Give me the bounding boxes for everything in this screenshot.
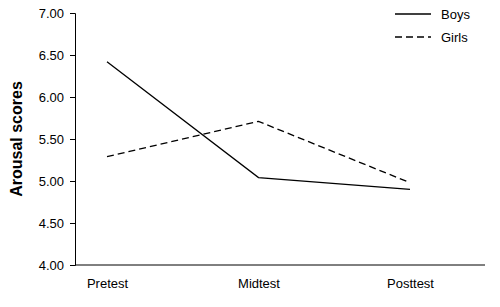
y-tick-mark — [70, 139, 75, 140]
y-tick: 5.50 — [39, 132, 75, 147]
y-tick-mark — [70, 223, 75, 224]
y-axis: 4.00 4.50 5.00 5.50 6.00 6.50 7.00 — [39, 6, 76, 273]
y-tick-mark — [70, 181, 75, 182]
legend-swatch — [395, 13, 431, 14]
x-tick: Pretest — [87, 265, 129, 291]
x-tick: Midtest — [238, 265, 280, 291]
x-tick-label: Pretest — [87, 276, 129, 291]
y-tick: 7.00 — [39, 6, 75, 21]
series-line — [107, 121, 410, 182]
legend-swatch — [395, 36, 431, 37]
x-tick-label: Posttest — [387, 276, 434, 291]
y-tick-label: 5.00 — [39, 174, 64, 189]
y-tick: 5.00 — [39, 174, 75, 189]
y-tick: 6.00 — [39, 90, 75, 105]
x-axis-line — [75, 265, 485, 266]
y-tick-mark — [70, 97, 75, 98]
y-tick-mark — [70, 13, 75, 14]
x-axis: Pretest Midtest Posttest — [87, 265, 434, 291]
y-tick-label: 5.50 — [39, 132, 64, 147]
x-tick-label: Midtest — [238, 276, 280, 291]
plot-area — [107, 62, 410, 190]
y-tick-mark — [70, 265, 75, 266]
y-tick-label: 4.50 — [39, 216, 64, 231]
legend-label: Girls — [441, 30, 468, 45]
y-tick: 4.50 — [39, 216, 75, 231]
legend-label: Boys — [441, 7, 470, 22]
series-line — [107, 62, 410, 190]
y-axis-title: Arousal scores — [8, 81, 25, 197]
chart: 4.00 4.50 5.00 5.50 6.00 6.50 7.00 Pretest Midte… — [0, 0, 500, 307]
y-tick: 6.50 — [39, 48, 75, 63]
y-tick: 4.00 — [39, 258, 75, 273]
y-tick-label: 6.50 — [39, 48, 64, 63]
legend: Boys Girls — [395, 7, 470, 45]
y-tick-label: 4.00 — [39, 258, 64, 273]
y-tick-label: 6.00 — [39, 90, 64, 105]
y-tick-label: 7.00 — [39, 6, 64, 21]
y-axis-line — [70, 14, 76, 266]
x-tick: Posttest — [387, 265, 434, 291]
y-tick-mark — [70, 55, 75, 56]
